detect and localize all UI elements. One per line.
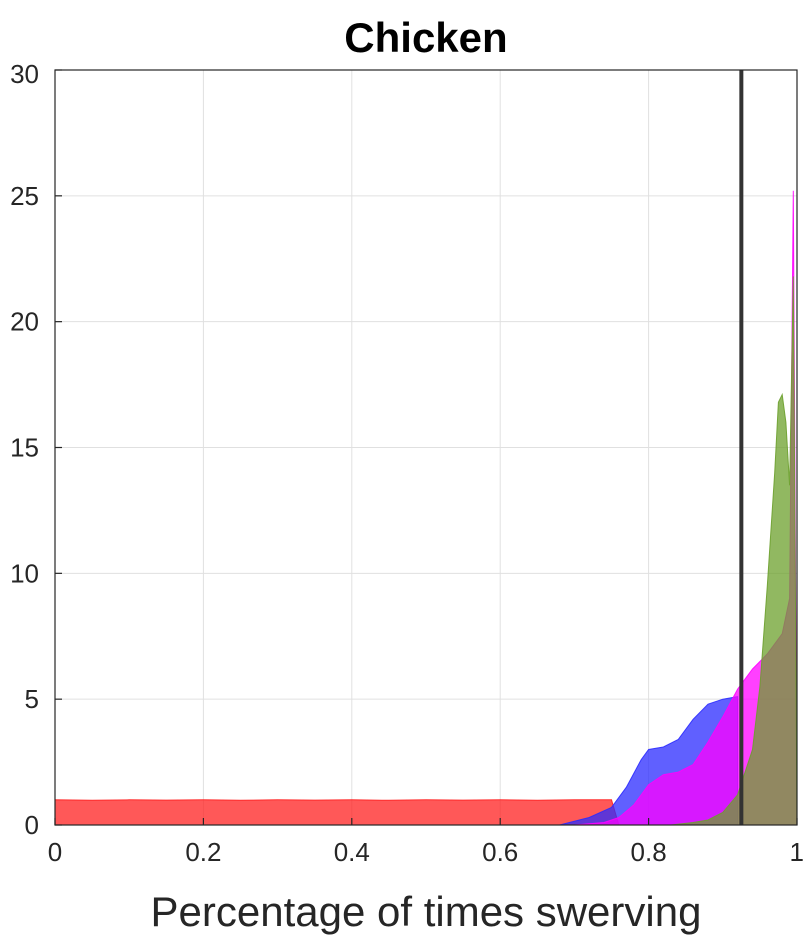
y-tick-label: 5 [25, 684, 39, 714]
series-4-area [670, 276, 798, 826]
y-tick-label: 20 [10, 307, 39, 337]
x-tick-label: 0 [48, 837, 62, 867]
grid [54, 69, 798, 826]
series-layer [54, 190, 798, 826]
x-tick-label: 0.2 [185, 837, 221, 867]
x-tick-label: 0.6 [482, 837, 518, 867]
x-tick-label: 0.4 [334, 837, 370, 867]
x-tick-label: 0.8 [631, 837, 667, 867]
y-tick-labels: 0 5 10 15 20 25 30 [10, 59, 62, 840]
chart-title: Chicken [344, 14, 507, 61]
series-1-area [54, 799, 620, 826]
y-tick-label: 0 [25, 810, 39, 840]
x-axis-label: Percentage of times swerving [151, 888, 702, 935]
y-tick-label: 15 [10, 433, 39, 463]
y-tick-label: 30 [10, 59, 39, 89]
y-tick-label: 10 [10, 558, 39, 588]
x-tick-label: 1 [790, 837, 804, 867]
y-tick-label: 25 [10, 181, 39, 211]
x-tick-labels: 0 0.2 0.4 0.6 0.8 1 [48, 818, 804, 867]
